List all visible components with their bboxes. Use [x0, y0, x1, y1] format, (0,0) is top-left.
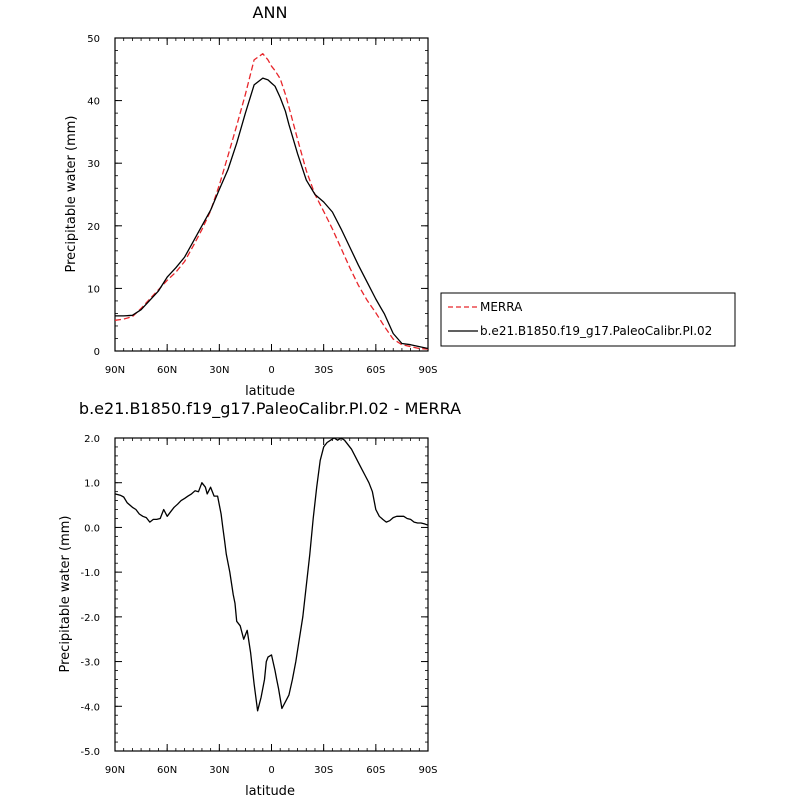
- legend-label-model: b.e21.B1850.f19_g17.PaleoCalibr.PI.02: [480, 324, 712, 338]
- bottom-y-tick-label: -1.0: [80, 568, 100, 579]
- bottom-y-tick-label: 2.0: [84, 434, 100, 445]
- legend: MERRA b.e21.B1850.f19_g17.PaleoCalibr.PI…: [440, 292, 736, 347]
- top-plot-frame: [114, 37, 429, 352]
- legend-box: [440, 292, 736, 347]
- top-y-tick-label: 50: [87, 34, 100, 45]
- top-x-axis-label: latitude: [245, 384, 295, 399]
- bottom-y-tick-label: -5.0: [80, 747, 100, 758]
- top-panel: ANN Precipitable water (mm) latitude 90N…: [64, 3, 438, 399]
- bottom-y-tick-label: 1.0: [84, 479, 100, 490]
- top-y-tick-label: 20: [87, 222, 100, 233]
- top-x-tick-label: 60N: [157, 365, 177, 376]
- top-series-line-model: [115, 77, 429, 350]
- bottom-x-tick-label: 90N: [105, 765, 125, 776]
- top-y-tick-label: 40: [87, 97, 100, 108]
- bottom-x-tick-label: 30S: [314, 765, 333, 776]
- bottom-y-tick-label: -2.0: [80, 613, 100, 624]
- top-x-tick-label: 60S: [366, 365, 385, 376]
- top-y-axis-label: Precipitable water (mm): [64, 116, 79, 273]
- legend-label-merra: MERRA: [480, 300, 523, 314]
- bottom-x-tick-label: 60N: [157, 765, 177, 776]
- top-series-line-merra: [114, 53, 429, 350]
- bottom-x-axis-label: latitude: [245, 784, 295, 799]
- top-y-tick-label: 30: [87, 159, 100, 170]
- bottom-plot-frame: [114, 437, 429, 752]
- bottom-y-tick-label: -4.0: [80, 702, 100, 713]
- bottom-y-tick-label: 0.0: [84, 523, 100, 534]
- top-x-tick-label: 30N: [209, 365, 229, 376]
- bottom-x-tick-label: 90S: [418, 765, 437, 776]
- top-x-tick-label: 30S: [314, 365, 333, 376]
- top-chart-title: ANN: [253, 3, 288, 22]
- top-x-tick-label: 90N: [105, 365, 125, 376]
- top-x-tick-label: 0: [268, 365, 274, 376]
- bottom-x-tick-label: 0: [268, 765, 274, 776]
- top-y-tick-label: 10: [87, 284, 100, 295]
- bottom-chart-title: b.e21.B1850.f19_g17.PaleoCalibr.PI.02 - …: [79, 399, 461, 419]
- bottom-series-line-difference: [114, 437, 429, 712]
- bottom-y-axis-label: Precipitable water (mm): [58, 516, 73, 673]
- bottom-x-tick-label: 60S: [366, 765, 385, 776]
- top-y-tick-label: 0: [94, 347, 100, 358]
- bottom-y-tick-label: -3.0: [80, 658, 100, 669]
- bottom-x-tick-label: 30N: [209, 765, 229, 776]
- top-x-tick-label: 90S: [418, 365, 437, 376]
- bottom-panel: b.e21.B1850.f19_g17.PaleoCalibr.PI.02 - …: [58, 399, 461, 799]
